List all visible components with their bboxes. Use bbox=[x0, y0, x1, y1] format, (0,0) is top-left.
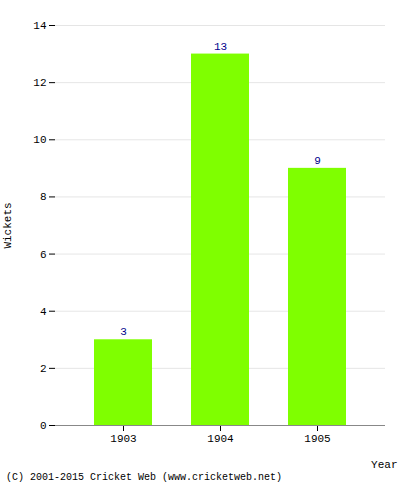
svg-text:2: 2 bbox=[40, 363, 47, 375]
svg-text:6: 6 bbox=[40, 249, 47, 261]
svg-text:1905: 1905 bbox=[304, 433, 330, 445]
svg-text:14: 14 bbox=[33, 20, 47, 32]
svg-text:1904: 1904 bbox=[207, 433, 234, 445]
svg-text:0: 0 bbox=[40, 420, 47, 432]
svg-text:Wickets: Wickets bbox=[2, 202, 14, 248]
svg-text:1903: 1903 bbox=[110, 433, 136, 445]
svg-text:Year: Year bbox=[371, 459, 397, 471]
svg-text:4: 4 bbox=[40, 306, 47, 318]
svg-text:12: 12 bbox=[33, 77, 46, 89]
html-text:(C) 2001-2015 Cricket Web (www: (C) 2001-2015 Cricket Web (www.cricketwe… bbox=[6, 472, 282, 483]
svg-text:13: 13 bbox=[214, 41, 227, 53]
svg-text:9: 9 bbox=[314, 155, 321, 167]
svg-text:8: 8 bbox=[40, 191, 47, 203]
svg-text:3: 3 bbox=[120, 326, 127, 338]
svg-text:10: 10 bbox=[33, 134, 46, 146]
